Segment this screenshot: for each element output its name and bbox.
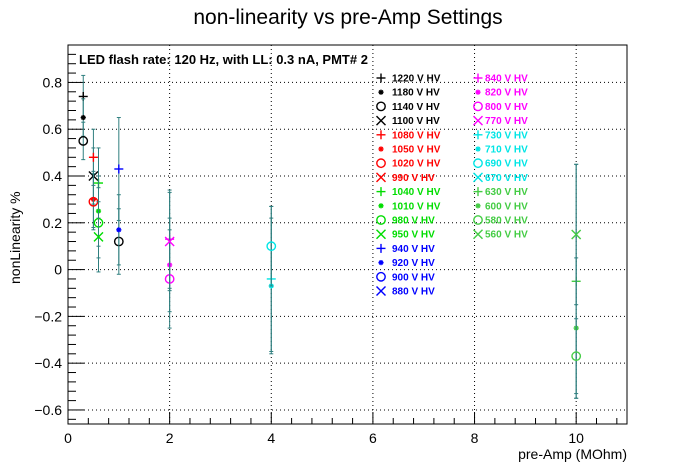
legend-label-2: 1140 V HV bbox=[392, 102, 440, 113]
legend-label-20: 730 V HV bbox=[485, 130, 528, 141]
legend-marker-25 bbox=[475, 203, 481, 209]
legend-label-3: 1100 V HV bbox=[392, 116, 440, 127]
legend-marker-7 bbox=[376, 172, 386, 183]
data-point-12-0 bbox=[114, 164, 124, 174]
legend-marker-12 bbox=[376, 243, 386, 253]
x-axis-title: pre-Amp (MOhm) bbox=[518, 446, 627, 462]
legend-marker-14 bbox=[376, 271, 386, 282]
legend-label-10: 980 V HV bbox=[392, 216, 435, 227]
grid bbox=[68, 45, 627, 424]
data-point-13-0 bbox=[116, 227, 122, 233]
legend-marker-27 bbox=[473, 229, 483, 240]
annotation-text: LED flash rate: 120 Hz, with LL: 0.3 nA,… bbox=[79, 52, 368, 67]
y-tick-label-5: 0.4 bbox=[43, 168, 63, 184]
data-point-19-0 bbox=[164, 236, 175, 247]
legend-label-15: 880 V HV bbox=[392, 287, 435, 298]
y-tick-label-2: −0.2 bbox=[34, 308, 62, 324]
legend-label-26: 580 V HV bbox=[485, 216, 528, 227]
data-series bbox=[78, 74, 582, 399]
legend-marker-8 bbox=[376, 187, 386, 197]
data-point-22-0 bbox=[266, 241, 277, 252]
x-axis: 0 2 4 6 8 10 bbox=[64, 412, 618, 446]
legend-marker-21 bbox=[475, 146, 481, 152]
legend-label-13: 920 V HV bbox=[392, 258, 435, 269]
legend-marker-17 bbox=[475, 89, 481, 95]
y-tick-label-6: 0.6 bbox=[43, 121, 63, 137]
legend-marker-15 bbox=[376, 286, 386, 296]
data-point-1-0 bbox=[80, 114, 86, 121]
x-tick-label-1: 2 bbox=[166, 430, 174, 446]
legend-marker-26 bbox=[473, 215, 483, 225]
legend-label-4: 1080 V HV bbox=[392, 130, 441, 141]
legend-marker-5 bbox=[378, 146, 384, 152]
legend-marker-19 bbox=[473, 115, 483, 126]
data-point-2-0 bbox=[78, 136, 89, 146]
legend-label-5: 1050 V HV bbox=[392, 145, 441, 156]
legend-label-0: 1220 V HV bbox=[392, 74, 441, 85]
x-tick-label-5: 10 bbox=[568, 430, 584, 446]
legend-label-18: 800 V HV bbox=[485, 102, 528, 113]
legend-marker-11 bbox=[376, 229, 386, 240]
legend-label-7: 990 V HV bbox=[392, 173, 435, 184]
legend-marker-18 bbox=[473, 101, 483, 112]
legend-label-17: 820 V HV bbox=[485, 88, 528, 99]
legend-label-16: 840 V HV bbox=[485, 74, 528, 85]
plot-frame bbox=[67, 44, 628, 425]
legend-marker-6 bbox=[376, 158, 386, 169]
y-tick-label-4: 0.2 bbox=[43, 215, 63, 231]
legend-label-27: 560 V HV bbox=[485, 230, 528, 241]
legend-label-1: 1180 V HV bbox=[392, 88, 440, 99]
legend-marker-20 bbox=[473, 130, 483, 140]
x-tick-label-0: 0 bbox=[64, 430, 72, 446]
legend-label-9: 1010 V HV bbox=[392, 201, 441, 212]
legend-marker-16 bbox=[473, 73, 483, 83]
data-point-26-0 bbox=[571, 351, 582, 362]
y-axis: −0.6 −0.4 −0.2 0 0.2 0.4 0.6 0.8 bbox=[34, 44, 84, 420]
y-tick-label-7: 0.8 bbox=[43, 74, 63, 90]
y-tick-label-0: −0.6 bbox=[34, 402, 62, 418]
legend-marker-2 bbox=[376, 101, 386, 112]
legend-marker-0 bbox=[376, 73, 386, 83]
legend-marker-13 bbox=[378, 260, 384, 266]
y-tick-label-3: 0 bbox=[54, 262, 62, 278]
chart-title: non-linearity vs pre-Amp Settings bbox=[193, 6, 502, 29]
x-tick-label-4: 8 bbox=[471, 430, 479, 446]
legend-marker-10 bbox=[376, 215, 386, 225]
x-tick-label-2: 4 bbox=[267, 430, 275, 446]
legend-label-12: 940 V HV bbox=[392, 244, 435, 255]
y-tick-label-1: −0.4 bbox=[34, 355, 62, 371]
legend-label-6: 1020 V HV bbox=[392, 159, 441, 170]
legend-label-24: 630 V HV bbox=[485, 187, 528, 198]
legend-label-11: 950 V HV bbox=[392, 230, 435, 241]
legend-label-19: 770 V HV bbox=[485, 116, 528, 127]
data-point-4-0 bbox=[88, 152, 98, 162]
legend-label-14: 900 V HV bbox=[392, 272, 435, 283]
legend-marker-1 bbox=[378, 89, 384, 95]
legend-marker-3 bbox=[376, 115, 386, 126]
legend: 1220 V HV 1180 V HV 1140 V HV 1100 V HV 1080… bbox=[376, 73, 528, 298]
legend-marker-24 bbox=[473, 187, 483, 197]
data-point-11-0 bbox=[93, 231, 104, 242]
legend-label-23: 670 V HV bbox=[485, 173, 528, 184]
legend-label-25: 600 V HV bbox=[485, 201, 528, 212]
legend-label-21: 710 V HV bbox=[485, 145, 528, 156]
legend-marker-4 bbox=[376, 130, 386, 140]
plot-frame-rect bbox=[67, 44, 628, 425]
y-axis-title: nonLinearity % bbox=[7, 191, 23, 284]
x-tick-label-3: 6 bbox=[369, 430, 377, 446]
legend-marker-23 bbox=[473, 172, 483, 183]
legend-label-22: 690 V HV bbox=[485, 159, 528, 170]
legend-marker-9 bbox=[378, 203, 384, 209]
legend-marker-22 bbox=[473, 158, 483, 169]
data-point-27-0 bbox=[571, 229, 582, 240]
legend-label-8: 1040 V HV bbox=[392, 187, 441, 198]
